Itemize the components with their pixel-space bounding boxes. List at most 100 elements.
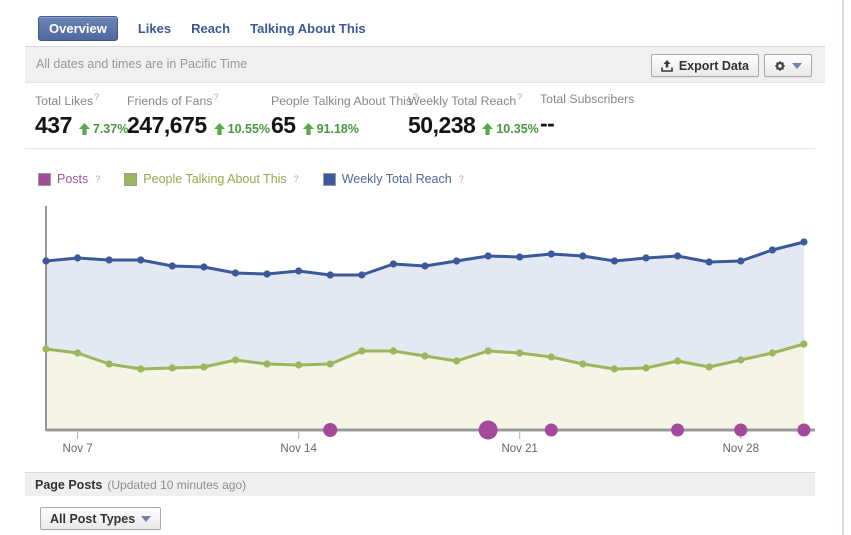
data-point[interactable] <box>231 356 240 364</box>
data-point[interactable] <box>73 254 82 262</box>
data-point[interactable] <box>231 269 240 277</box>
data-point[interactable] <box>579 360 587 368</box>
stat-label: People Talking About This <box>271 94 413 109</box>
data-point[interactable] <box>642 364 650 372</box>
data-point[interactable] <box>516 349 524 357</box>
help-icon[interactable]: ? <box>458 174 464 184</box>
legend-item-people-talking[interactable]: People Talking About This? <box>124 172 299 186</box>
data-point[interactable] <box>484 347 492 355</box>
legend-item-weekly-reach[interactable]: Weekly Total Reach? <box>322 172 464 186</box>
posts-marker[interactable] <box>671 423 685 437</box>
page-posts-updated: (Updated 10 minutes ago) <box>107 477 247 492</box>
data-point[interactable] <box>137 365 145 373</box>
tab-talking-about-this[interactable]: Talking About This <box>250 21 366 36</box>
data-point[interactable] <box>42 345 50 353</box>
data-point[interactable] <box>73 349 82 357</box>
insights-chart: Nov 7 Nov 14 Nov 21 Nov 28 <box>42 206 815 455</box>
help-icon[interactable]: ? <box>95 174 101 184</box>
data-point[interactable] <box>579 252 587 260</box>
area-fill <box>46 344 804 430</box>
data-point[interactable] <box>105 256 113 264</box>
data-point[interactable] <box>168 364 176 372</box>
data-point[interactable] <box>737 257 745 265</box>
x-tick-label: Nov 7 <box>63 443 93 455</box>
data-point[interactable] <box>452 357 461 365</box>
data-point[interactable] <box>610 257 619 265</box>
stat-weekly-total-reach: Weekly Total Reach? 50,238 10.35% <box>408 92 540 139</box>
data-point[interactable] <box>610 365 619 373</box>
stat-value: 50,238 <box>408 112 476 139</box>
data-point[interactable] <box>768 246 776 254</box>
legend-swatch <box>124 172 138 186</box>
data-point[interactable] <box>168 262 176 270</box>
divider <box>25 148 815 149</box>
stat-value: 65 <box>271 112 296 139</box>
stat-value: 437 <box>35 112 72 139</box>
data-point[interactable] <box>263 270 271 278</box>
stat-value: -- <box>540 110 555 136</box>
help-icon[interactable]: ? <box>94 92 100 102</box>
legend-label: Weekly Total Reach <box>341 172 452 186</box>
data-point[interactable] <box>389 347 397 355</box>
data-point[interactable] <box>547 353 555 361</box>
data-point[interactable] <box>800 238 808 246</box>
data-point[interactable] <box>137 256 145 264</box>
data-point[interactable] <box>705 363 713 371</box>
data-point[interactable] <box>358 347 366 355</box>
posts-marker[interactable] <box>478 420 498 440</box>
data-point[interactable] <box>200 263 208 271</box>
band-buttons: Export Data <box>650 54 812 77</box>
posts-marker[interactable] <box>734 423 748 437</box>
data-point[interactable] <box>547 250 555 258</box>
posts-marker[interactable] <box>323 423 338 437</box>
data-point[interactable] <box>484 252 492 260</box>
data-point[interactable] <box>800 340 808 348</box>
stat-change: 7.37% <box>92 122 129 137</box>
page-edge-divider <box>842 0 844 535</box>
data-point[interactable] <box>389 260 397 268</box>
help-icon[interactable]: ? <box>293 174 299 184</box>
legend-swatch <box>322 172 336 186</box>
data-point[interactable] <box>705 258 713 266</box>
divider <box>25 46 825 47</box>
stat-value: 247,675 <box>127 112 207 139</box>
tab-reach[interactable]: Reach <box>191 21 231 36</box>
data-point[interactable] <box>295 361 303 369</box>
stat-label: Total Likes <box>35 94 94 109</box>
increase-arrow-icon <box>302 123 314 136</box>
legend-item-posts[interactable]: Posts? <box>38 172 100 186</box>
data-point[interactable] <box>452 257 461 265</box>
data-point[interactable] <box>42 257 50 265</box>
tab-overview[interactable]: Overview <box>38 16 118 41</box>
stat-label: Total Subscribers <box>540 92 635 106</box>
help-icon[interactable]: ? <box>517 92 523 102</box>
data-point[interactable] <box>421 352 429 360</box>
posts-marker[interactable] <box>797 423 811 437</box>
data-point[interactable] <box>674 252 682 260</box>
legend-label: Posts <box>57 172 89 186</box>
data-point[interactable] <box>421 262 429 270</box>
data-point[interactable] <box>642 254 650 262</box>
data-point[interactable] <box>768 349 776 357</box>
stat-people-talking: People Talking About This? 65 91.18% <box>271 92 418 139</box>
data-point[interactable] <box>105 360 113 368</box>
data-point[interactable] <box>326 360 334 368</box>
settings-dropdown-button[interactable] <box>764 54 812 77</box>
tab-likes[interactable]: Likes <box>137 21 172 36</box>
stat-label: Weekly Total Reach <box>408 94 517 109</box>
help-icon[interactable]: ? <box>213 92 219 102</box>
data-point[interactable] <box>200 363 208 371</box>
stat-friends-of-fans: Friends of Fans? 247,675 10.55% <box>127 92 271 139</box>
data-point[interactable] <box>358 271 366 279</box>
data-point[interactable] <box>516 253 524 261</box>
data-point[interactable] <box>295 267 303 275</box>
data-point[interactable] <box>263 360 271 368</box>
data-point[interactable] <box>674 357 682 365</box>
data-point[interactable] <box>737 356 745 364</box>
export-data-button[interactable]: Export Data <box>650 54 759 77</box>
post-types-filter-button[interactable]: All Post Types <box>40 507 162 530</box>
data-point[interactable] <box>326 271 334 279</box>
help-icon[interactable]: ? <box>413 92 419 102</box>
export-label: Export Data <box>678 58 749 73</box>
posts-marker[interactable] <box>544 423 558 437</box>
